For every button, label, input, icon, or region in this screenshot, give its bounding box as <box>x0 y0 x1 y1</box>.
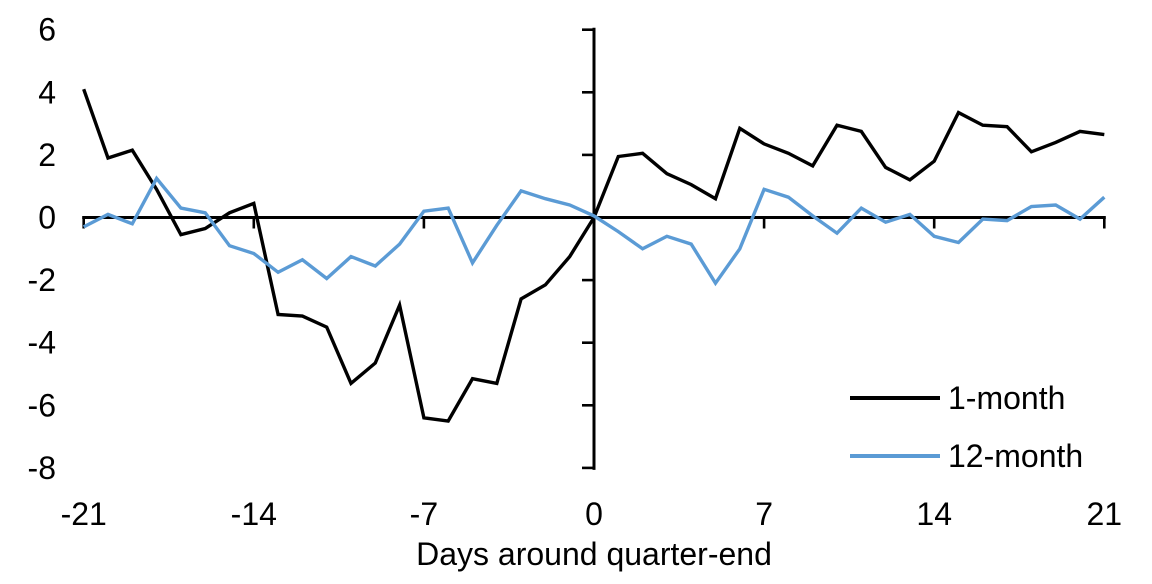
y-tick-label: 6 <box>38 12 56 48</box>
legend: 1-month 12-month <box>850 380 1083 474</box>
x-tick-label: 7 <box>755 496 773 532</box>
x-tick-label: 0 <box>585 496 603 532</box>
x-axis-title: Days around quarter-end <box>416 536 772 572</box>
legend-line-swatch-12-month <box>850 454 940 458</box>
y-tick-label: -6 <box>28 387 56 423</box>
legend-item-1-month: 1-month <box>850 380 1083 416</box>
y-tick-label: 0 <box>38 200 56 236</box>
y-tick-label: -8 <box>28 450 56 486</box>
legend-label-1-month: 1-month <box>948 379 1066 416</box>
y-tick-label: 4 <box>38 74 56 110</box>
x-tick-label: 21 <box>1087 496 1123 532</box>
legend-item-12-month: 12-month <box>850 438 1083 474</box>
series-line-12-month <box>82 175 1106 287</box>
y-tick-label: -2 <box>28 262 56 298</box>
x-tick-label: -14 <box>231 496 277 532</box>
x-tick-label: -21 <box>61 496 107 532</box>
x-tick-label: -7 <box>410 496 438 532</box>
x-tick-label: 14 <box>916 496 952 532</box>
y-tick-label: -4 <box>28 325 56 361</box>
y-tick-label: 2 <box>38 137 56 173</box>
legend-label-12-month: 12-month <box>948 437 1084 474</box>
legend-line-swatch-1-month <box>850 396 940 400</box>
